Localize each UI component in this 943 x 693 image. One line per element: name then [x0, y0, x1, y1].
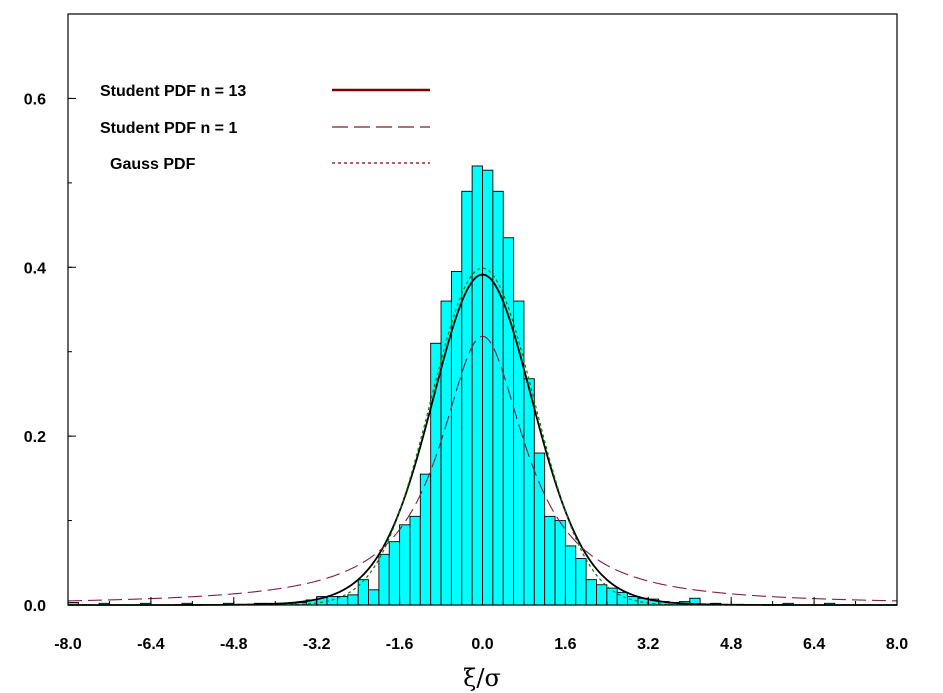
histogram-bar	[575, 558, 587, 606]
x-tick-label: 8.0	[886, 636, 908, 653]
x-tick-label: 4.8	[720, 636, 742, 653]
x-axis-ticks: -8.0 -6.4 -4.8 -3.2 -1.6 0.0 1.6 3.2 4.8 6.4 8.0	[54, 597, 908, 653]
histogram-bar	[564, 545, 577, 606]
histogram-bar	[409, 515, 421, 606]
x-tick-label: -4.8	[220, 636, 248, 653]
histogram-bar	[606, 587, 618, 606]
y-tick-label: 0.4	[24, 260, 46, 277]
x-tick-label: -6.4	[137, 636, 165, 653]
x-tick-label: -8.0	[54, 636, 82, 653]
histogram-bar	[461, 190, 473, 606]
histogram-bar	[492, 190, 504, 606]
x-tick-label: 3.2	[637, 636, 659, 653]
histogram-bar	[440, 300, 452, 606]
x-axis-label: ξ/σ	[463, 664, 501, 692]
y-axis-ticks: 0.0 0.2 0.4 0.6	[24, 13, 76, 615]
y-tick-label: 0.0	[24, 598, 46, 615]
histogram-bar	[585, 579, 597, 606]
histogram-bar	[544, 515, 556, 606]
histogram-bar	[347, 594, 359, 606]
histogram-bar	[482, 169, 494, 606]
x-tick-label: -1.6	[386, 636, 414, 653]
histogram-bar	[430, 342, 442, 606]
legend-entry-student-n1-label: Student PDF n = 1	[100, 120, 237, 137]
y-tick-label: 0.6	[24, 91, 46, 108]
histogram-bars	[67, 165, 836, 606]
x-tick-label: 1.6	[554, 636, 576, 653]
histogram-bar	[368, 589, 380, 606]
student-pdf-n1-curve	[67, 335, 898, 602]
x-tick-label: -3.2	[303, 636, 331, 653]
histogram-bar	[502, 237, 515, 606]
legend-entry-gauss-label: Gauss PDF	[110, 156, 196, 173]
histogram-bar	[399, 524, 411, 606]
legend-entry-student-n13-label: Student PDF n = 13	[100, 83, 246, 100]
histogram-bar	[357, 579, 369, 606]
histogram-bar	[533, 452, 546, 606]
histogram-bar	[419, 473, 432, 606]
histogram-bar	[513, 300, 525, 606]
histogram-bar	[378, 553, 390, 606]
histogram-bar	[450, 271, 463, 606]
y-tick-label: 0.2	[24, 429, 46, 446]
histogram-bar	[596, 584, 608, 606]
histogram-bar	[523, 378, 535, 606]
histogram-bar	[388, 541, 401, 606]
histogram-bar	[471, 165, 483, 606]
legend: Student PDF n = 13 Student PDF n = 1 Gauss…	[100, 83, 430, 173]
x-tick-label: 0.0	[471, 636, 493, 653]
x-tick-label: 6.4	[803, 636, 825, 653]
histogram-bar	[554, 520, 566, 606]
